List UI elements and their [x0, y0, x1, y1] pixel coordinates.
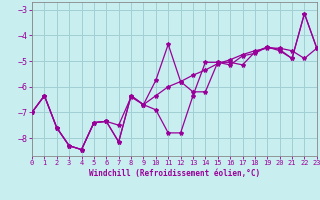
X-axis label: Windchill (Refroidissement éolien,°C): Windchill (Refroidissement éolien,°C): [89, 169, 260, 178]
